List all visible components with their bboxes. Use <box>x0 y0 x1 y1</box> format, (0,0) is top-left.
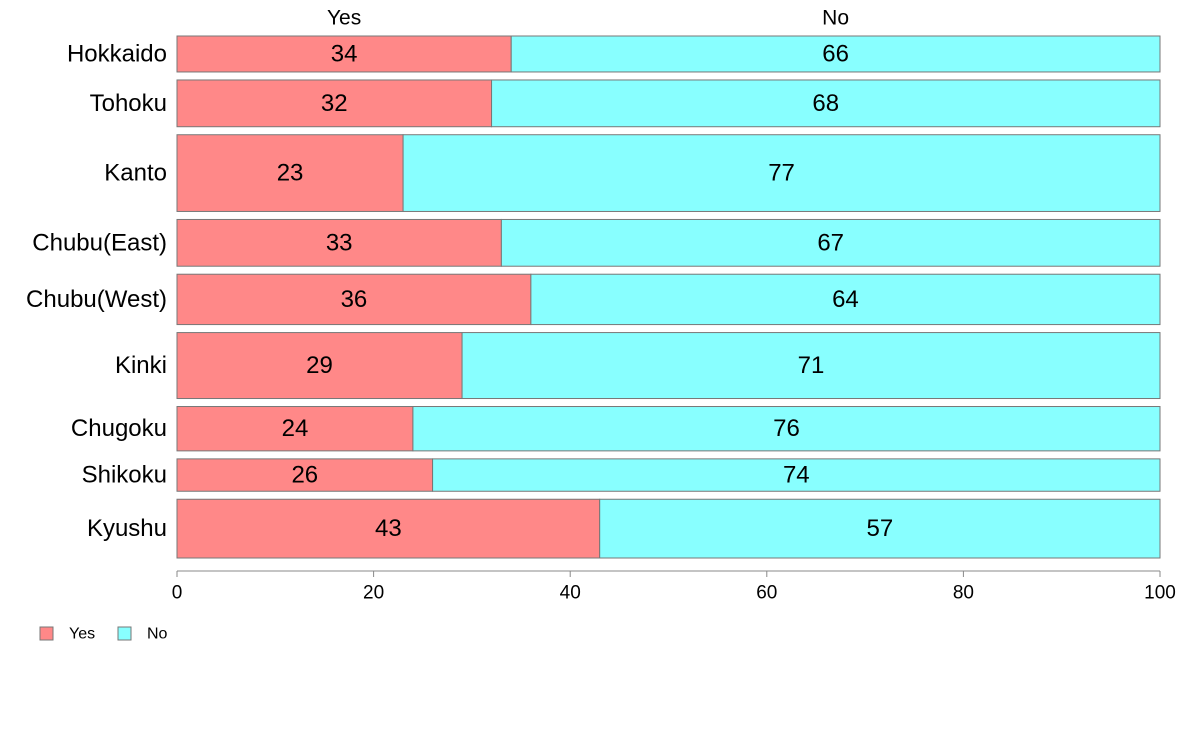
bar-yes-chubu-west- <box>176 273 532 326</box>
bar-yes-tohoku <box>176 79 493 128</box>
category-label: Kyushu <box>87 515 167 542</box>
bar-yes-kanto <box>176 134 404 212</box>
category-label: Kanto <box>104 160 167 187</box>
column-headers: Yes No <box>327 7 849 30</box>
legend: Yes No <box>39 626 168 643</box>
bar-no-kinki <box>461 332 1161 400</box>
x-tick-label: 40 <box>560 583 581 604</box>
legend-swatch-yes <box>39 626 54 641</box>
data-label: 29 <box>306 352 333 379</box>
data-label: 67 <box>817 229 844 256</box>
data-label: 34 <box>331 40 358 67</box>
x-tick-label: 100 <box>1144 583 1176 604</box>
category-label: Chubu(East) <box>32 229 167 256</box>
data-label: 23 <box>277 160 304 187</box>
data-label: 43 <box>375 515 402 542</box>
data-label: 26 <box>291 462 318 489</box>
x-tick-label: 0 <box>172 583 183 604</box>
category-labels: Hokkaido Tohoku Kanto Chubu(East) Chubu(West… <box>26 40 167 542</box>
category-label: Chubu(West) <box>26 286 167 313</box>
data-label: 36 <box>341 286 368 313</box>
data-label: 77 <box>768 160 795 187</box>
bar-no-chugoku <box>412 406 1161 452</box>
x-tick-label: 20 <box>363 583 384 604</box>
bars-group: 34 66 32 68 23 77 33 67 36 64 29 71 24 76 26 74 43 57 <box>176 35 1161 559</box>
data-label: 33 <box>326 229 353 256</box>
data-label: 57 <box>866 515 893 542</box>
bar-no-chubu-west- <box>530 273 1161 326</box>
bar-no-chubu-east- <box>500 218 1161 267</box>
data-label: 68 <box>812 90 839 117</box>
category-label: Tohoku <box>90 90 167 117</box>
bar-no-kyushu <box>599 498 1161 559</box>
category-label: Kinki <box>115 352 167 379</box>
bar-no-tohoku <box>491 79 1161 128</box>
bar-yes-chubu-east- <box>176 218 502 267</box>
data-label: 74 <box>783 462 810 489</box>
bar-yes-hokkaido <box>176 35 512 73</box>
category-label: Chugoku <box>71 415 167 442</box>
legend-label-no: No <box>147 626 168 643</box>
data-label: 76 <box>773 415 800 442</box>
bar-no-shikoku <box>432 458 1161 492</box>
data-label: 64 <box>832 286 859 313</box>
data-label: 24 <box>282 415 309 442</box>
column-header-yes: Yes <box>327 7 361 30</box>
category-label: Hokkaido <box>67 40 167 67</box>
bar-no-kanto <box>402 134 1161 212</box>
legend-label-yes: Yes <box>69 626 95 643</box>
column-header-no: No <box>822 7 849 30</box>
x-tick-label: 80 <box>953 583 974 604</box>
x-axis: 0 20 40 60 80 100 <box>172 570 1176 604</box>
x-tick-label: 60 <box>756 583 777 604</box>
legend-swatch-no <box>117 626 132 641</box>
data-label: 66 <box>822 40 849 67</box>
bar-no-hokkaido <box>510 35 1161 73</box>
data-label: 32 <box>321 90 348 117</box>
bar-yes-kyushu <box>176 498 601 559</box>
data-label: 71 <box>798 352 825 379</box>
bar-yes-chugoku <box>176 406 414 452</box>
category-label: Shikoku <box>82 462 167 489</box>
